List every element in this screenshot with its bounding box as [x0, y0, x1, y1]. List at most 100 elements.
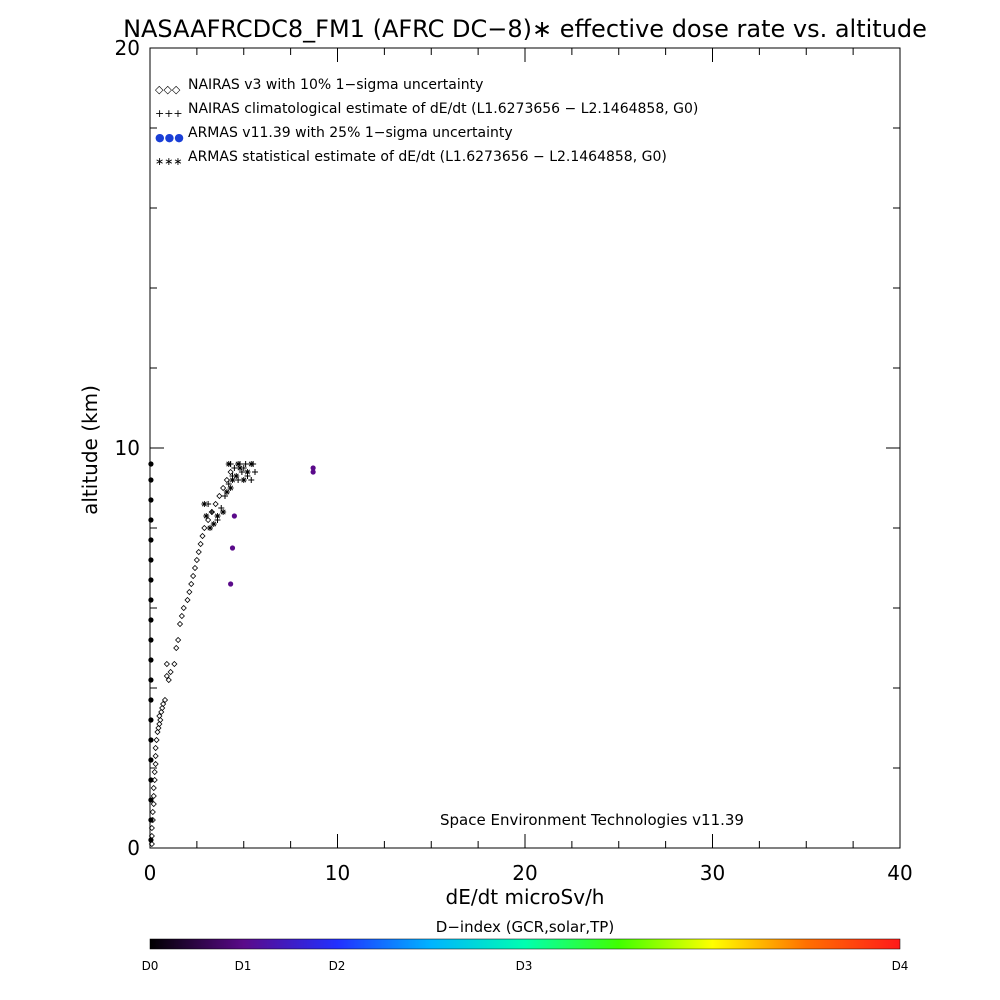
armas-dot-point [148, 637, 154, 643]
armas-dot-point [148, 777, 154, 783]
nairas-diamond-point [190, 572, 197, 580]
armas-dot-point [229, 545, 236, 551]
armas-asterisk-point [201, 501, 208, 507]
armas-asterisk-point [225, 461, 232, 467]
x-tick-label: 0 [144, 861, 157, 885]
y-tick-label: 10 [115, 436, 140, 460]
armas-dot-point [148, 657, 154, 663]
legend: ◇◇◇ NAIRAS v3 with 10% 1−sigma uncertaint… [155, 77, 698, 168]
legend-label: ARMAS statistical estimate of dE/dt (L1.… [188, 149, 667, 165]
nairas-plus-point [242, 461, 249, 467]
colorbar-label: D1 [235, 959, 252, 973]
nairas-diamond-point [201, 524, 208, 532]
nairas-diamond-point [205, 516, 212, 524]
nairas-diamond-point [149, 808, 156, 816]
legend-symbol: +++ [155, 107, 183, 120]
nairas-diamond-point [158, 708, 165, 716]
nairas-diamond-point [163, 660, 170, 668]
legend-symbol: ●●● [155, 131, 184, 144]
nairas-diamond-point [148, 824, 155, 832]
armas-dot-point [148, 797, 154, 803]
armas-asterisk-point [248, 461, 255, 467]
armas-dot-point [148, 597, 154, 603]
nairas-plus-point [252, 469, 258, 475]
colorbar [149, 938, 901, 950]
nairas-diamond-point [153, 736, 160, 744]
nairas-diamond-point [227, 468, 234, 476]
armas-dot-point [148, 817, 154, 823]
nairas-diamond-point [159, 704, 166, 712]
nairas-diamond-point [148, 840, 155, 848]
nairas-diamond-point [195, 548, 202, 556]
tick-labels: 0 10 20 30 40 0 10 20 [115, 36, 913, 885]
nairas-diamond-point [163, 672, 170, 680]
nairas-diamond-point [188, 580, 195, 588]
armas-asterisk-point [227, 485, 234, 491]
legend-label: NAIRAS v3 with 10% 1−sigma uncertainty [188, 77, 483, 93]
armas-dot-point [148, 497, 154, 503]
x-tick-label: 20 [512, 861, 537, 885]
nairas-diamond-point [154, 728, 161, 736]
armas-dot-point [148, 461, 154, 467]
x-axis-title: dE/dt microSv/h [446, 885, 605, 909]
nairas-diamond-point [193, 556, 200, 564]
nairas-diamond-point [167, 668, 174, 676]
nairas-diamond-point [199, 532, 206, 540]
colorbar-title: D−index (GCR,solar,TP) [436, 918, 614, 936]
armas-dot-point [148, 557, 154, 563]
armas-asterisk-point [229, 477, 236, 483]
legend-label: NAIRAS climatological estimate of dE/dt … [188, 101, 698, 117]
nairas-diamond-point [175, 636, 182, 644]
colorbar-label: D0 [142, 959, 159, 973]
armas-dot-point [231, 513, 237, 519]
nairas-diamond-point [220, 484, 227, 492]
nairas-plus-point [248, 477, 255, 483]
armas-asterisk-point [223, 489, 230, 495]
x-tick-label: 30 [700, 861, 725, 885]
armas-dot-point [148, 537, 154, 543]
nairas-diamond-point [151, 768, 158, 776]
nairas-diamond-point [150, 800, 157, 808]
armas-dot-point [148, 617, 154, 623]
colorbar-label: D4 [892, 959, 909, 973]
y-tick-label: 20 [115, 36, 140, 60]
armas-asterisk-point [210, 521, 217, 527]
nairas-diamond-point [155, 724, 162, 732]
nairas-diamond-point [150, 784, 157, 792]
nairas-diamond-point [191, 564, 199, 572]
colorbar-label: D3 [516, 959, 533, 973]
nairas-diamond-point [152, 760, 159, 768]
nairas-diamond-point [212, 500, 219, 508]
armas-dot-point [148, 757, 154, 763]
armas-dot-point [148, 577, 154, 583]
armas-asterisk-point [220, 509, 227, 515]
armas-dot-point [310, 465, 316, 471]
nairas-diamond-point [176, 620, 184, 628]
armas-dot-point [228, 581, 234, 587]
armas-dot-point [148, 677, 154, 683]
nairas-plus-point [208, 509, 215, 515]
nairas-diamond-point [152, 744, 159, 752]
armas-asterisk-point [244, 469, 251, 475]
y-tick-label: 0 [127, 836, 140, 860]
y-axis-title: altitude (km) [78, 385, 102, 515]
legend-symbol: ∗∗∗ [155, 155, 183, 168]
armas-dot-point [148, 837, 154, 843]
nairas-diamond-point [150, 792, 157, 800]
nairas-diamond-point [223, 476, 230, 484]
nairas-diamond-point [160, 700, 167, 708]
legend-label: ARMAS v11.39 with 25% 1−sigma uncertaint… [188, 125, 513, 141]
nairas-diamond-point [180, 604, 187, 612]
data-marks [148, 461, 316, 848]
nairas-diamond-point [161, 696, 169, 704]
nairas-diamond-point [165, 676, 172, 684]
armas-asterisk-point [237, 465, 243, 471]
colorbar-labels: D0 D1 D2 D3 D4 [142, 959, 909, 973]
nairas-diamond-point [178, 612, 185, 620]
armas-dot-point [148, 737, 154, 743]
x-tick-label: 10 [325, 861, 350, 885]
armas-asterisk-point [214, 513, 221, 519]
armas-asterisk-point [203, 513, 210, 519]
